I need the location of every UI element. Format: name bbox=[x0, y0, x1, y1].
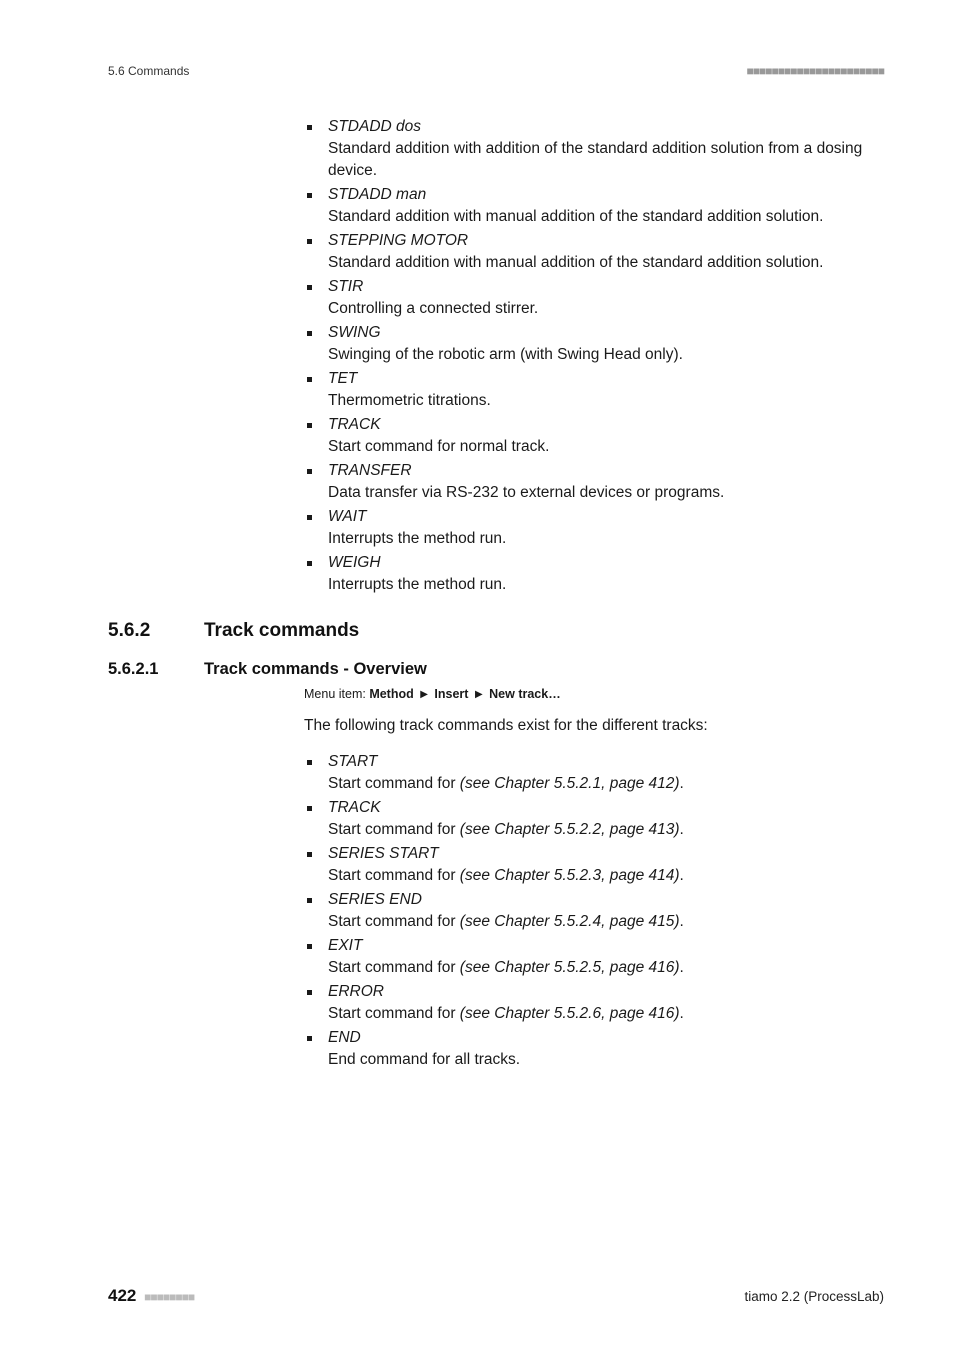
desc-text: . bbox=[680, 821, 684, 838]
command-name: STDADD dos bbox=[328, 116, 876, 138]
list-item: STDADD dosStandard addition with additio… bbox=[304, 116, 876, 182]
command-description: Data transfer via RS-232 to external dev… bbox=[328, 482, 876, 504]
list-item: TRANSFERData transfer via RS-232 to exte… bbox=[304, 460, 876, 504]
command-name: END bbox=[328, 1027, 876, 1049]
list-item: STEPPING MOTORStandard addition with man… bbox=[304, 230, 876, 274]
menu-separator-icon: ▶ bbox=[475, 689, 483, 700]
menu-path-method: Method bbox=[369, 687, 413, 701]
content-upper: STDADD dosStandard addition with additio… bbox=[304, 116, 876, 596]
command-description: Start command for (see Chapter 5.5.2.3, … bbox=[328, 865, 876, 887]
command-name: STEPPING MOTOR bbox=[328, 230, 876, 252]
page-footer: 422 ■■■■■■■■ tiamo 2.2 (ProcessLab) bbox=[108, 1286, 884, 1306]
list-item: STARTStart command for (see Chapter 5.5.… bbox=[304, 751, 876, 795]
cross-reference: (see Chapter 5.5.2.5, page 416) bbox=[460, 959, 680, 976]
list-item: WAITInterrupts the method run. bbox=[304, 506, 876, 550]
page: 5.6 Commands ■■■■■■■■■■■■■■■■■■■■■■ STDA… bbox=[0, 0, 954, 1350]
command-description: Interrupts the method run. bbox=[328, 574, 876, 596]
heading-title: Track commands bbox=[204, 620, 359, 642]
cross-reference: (see Chapter 5.5.2.3, page 414) bbox=[460, 867, 680, 884]
heading-number: 5.6.2.1 bbox=[108, 660, 168, 679]
desc-text: . bbox=[680, 913, 684, 930]
command-name: TRACK bbox=[328, 414, 876, 436]
footer-ornament: ■■■■■■■■ bbox=[144, 1290, 194, 1304]
command-description: Start command for (see Chapter 5.5.2.5, … bbox=[328, 957, 876, 979]
command-description: Interrupts the method run. bbox=[328, 528, 876, 550]
intro-text: The following track commands exist for t… bbox=[304, 715, 876, 737]
command-description: Start command for normal track. bbox=[328, 436, 876, 458]
command-name: EXIT bbox=[328, 935, 876, 957]
menu-separator-icon: ▶ bbox=[420, 689, 428, 700]
command-description: Standard addition with addition of the s… bbox=[328, 138, 876, 182]
list-item: END End command for all tracks. bbox=[304, 1027, 876, 1071]
command-name: START bbox=[328, 751, 876, 773]
menu-path-insert: Insert bbox=[434, 687, 468, 701]
header-section-label: 5.6 Commands bbox=[108, 64, 189, 78]
desc-text: Start command for bbox=[328, 821, 460, 838]
desc-text: . bbox=[680, 959, 684, 976]
cross-reference: (see Chapter 5.5.2.2, page 413) bbox=[460, 821, 680, 838]
command-description: Start command for (see Chapter 5.5.2.2, … bbox=[328, 819, 876, 841]
command-description: Start command for (see Chapter 5.5.2.1, … bbox=[328, 773, 876, 795]
command-name: ERROR bbox=[328, 981, 876, 1003]
desc-text: Start command for bbox=[328, 1005, 460, 1022]
footer-product-label: tiamo 2.2 (ProcessLab) bbox=[744, 1289, 884, 1304]
menu-path-line: Menu item: Method ▶ Insert ▶ New track… bbox=[304, 687, 876, 701]
command-description: Standard addition with manual addition o… bbox=[328, 252, 876, 274]
command-description: Standard addition with manual addition o… bbox=[328, 206, 876, 228]
page-header: 5.6 Commands ■■■■■■■■■■■■■■■■■■■■■■ bbox=[108, 64, 884, 78]
desc-text: . bbox=[680, 867, 684, 884]
desc-text: Start command for bbox=[328, 775, 460, 792]
list-item: TRACKStart command for (see Chapter 5.5.… bbox=[304, 797, 876, 841]
heading-track-commands: 5.6.2 Track commands bbox=[108, 620, 884, 642]
desc-text: End command for all tracks. bbox=[328, 1051, 520, 1068]
desc-text: Start command for bbox=[328, 959, 460, 976]
list-item: EXITStart command for (see Chapter 5.5.2… bbox=[304, 935, 876, 979]
command-description: End command for all tracks. bbox=[328, 1049, 876, 1071]
command-name: STDADD man bbox=[328, 184, 876, 206]
command-description: Thermometric titrations. bbox=[328, 390, 876, 412]
list-item: TRACKStart command for normal track. bbox=[304, 414, 876, 458]
command-name: SERIES START bbox=[328, 843, 876, 865]
footer-left: 422 ■■■■■■■■ bbox=[108, 1286, 194, 1306]
command-name: WEIGH bbox=[328, 552, 876, 574]
command-name: TET bbox=[328, 368, 876, 390]
command-name: SERIES END bbox=[328, 889, 876, 911]
list-item: SERIES STARTStart command for (see Chapt… bbox=[304, 843, 876, 887]
desc-text: Start command for bbox=[328, 913, 460, 930]
heading-title: Track commands - Overview bbox=[204, 660, 427, 679]
command-description: Start command for (see Chapter 5.5.2.4, … bbox=[328, 911, 876, 933]
cross-reference: (see Chapter 5.5.2.1, page 412) bbox=[460, 775, 680, 792]
command-description: Swinging of the robotic arm (with Swing … bbox=[328, 344, 876, 366]
command-list-lower: STARTStart command for (see Chapter 5.5.… bbox=[304, 751, 876, 1071]
heading-track-commands-overview: 5.6.2.1 Track commands - Overview bbox=[108, 660, 884, 679]
command-name: STIR bbox=[328, 276, 876, 298]
command-description: Start command for (see Chapter 5.5.2.6, … bbox=[328, 1003, 876, 1025]
command-list-upper: STDADD dosStandard addition with additio… bbox=[304, 116, 876, 596]
cross-reference: (see Chapter 5.5.2.4, page 415) bbox=[460, 913, 680, 930]
list-item: TETThermometric titrations. bbox=[304, 368, 876, 412]
list-item: SERIES ENDStart command for (see Chapter… bbox=[304, 889, 876, 933]
header-ornament: ■■■■■■■■■■■■■■■■■■■■■■ bbox=[747, 64, 884, 78]
list-item: STIRControlling a connected stirrer. bbox=[304, 276, 876, 320]
command-name: TRANSFER bbox=[328, 460, 876, 482]
command-description: Controlling a connected stirrer. bbox=[328, 298, 876, 320]
page-number: 422 bbox=[108, 1286, 136, 1305]
desc-text: . bbox=[680, 1005, 684, 1022]
cross-reference: (see Chapter 5.5.2.6, page 416) bbox=[460, 1005, 680, 1022]
menu-label: Menu item: bbox=[304, 687, 369, 701]
desc-text: Start command for bbox=[328, 867, 460, 884]
command-name: SWING bbox=[328, 322, 876, 344]
list-item: SWINGSwinging of the robotic arm (with S… bbox=[304, 322, 876, 366]
menu-path-new-track: New track… bbox=[489, 687, 561, 701]
list-item: STDADD manStandard addition with manual … bbox=[304, 184, 876, 228]
content-lower: Menu item: Method ▶ Insert ▶ New track… … bbox=[304, 687, 876, 1071]
desc-text: . bbox=[680, 775, 684, 792]
command-name: TRACK bbox=[328, 797, 876, 819]
list-item: ERRORStart command for (see Chapter 5.5.… bbox=[304, 981, 876, 1025]
list-item: WEIGHInterrupts the method run. bbox=[304, 552, 876, 596]
heading-number: 5.6.2 bbox=[108, 620, 168, 642]
command-name: WAIT bbox=[328, 506, 876, 528]
